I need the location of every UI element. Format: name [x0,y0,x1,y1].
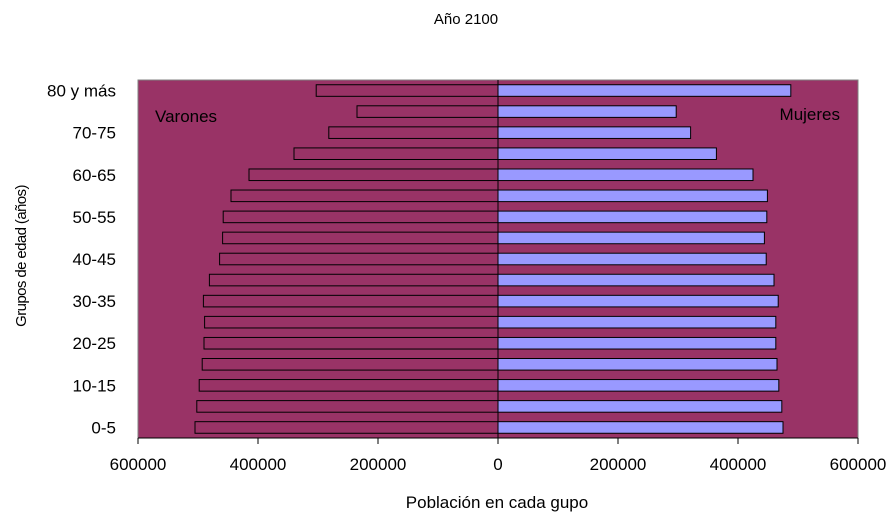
x-tick-label: 0 [493,455,502,474]
bar-varones-35-40 [208,273,499,287]
chart-title: Año 2100 [434,11,498,28]
x-axis-ticks: 600000 400000 200000 0 200000 400000 600000 [110,438,887,474]
legend-label-mujeres: Mujeres [780,105,840,124]
bar-mujeres-75-80 [497,105,677,118]
bar-mujeres-10-15 [497,379,780,392]
x-tick-label: 400000 [710,455,767,474]
bar-varones-25-30 [204,315,499,329]
bar-mujeres-30-35 [497,294,779,308]
bar-varones-40-45 [219,252,499,266]
y-category-label: 20-25 [73,334,116,353]
bar-mujeres-60-65 [497,168,754,182]
bar-varones-45-50 [222,231,499,245]
bars-group [194,84,792,434]
bar-mujeres-55-60 [497,189,768,203]
x-tick-label: 400000 [230,455,287,474]
y-category-label: 10-15 [73,376,116,395]
bar-mujeres-80-y-más [497,84,792,97]
x-axis-label: Población en cada gupo [406,493,588,512]
bar-mujeres-45-50 [497,231,765,245]
y-axis-label: Grupos de edad (años) [13,185,30,327]
bar-mujeres-50-55 [497,210,768,224]
bar-varones-5-10 [196,400,499,413]
bar-mujeres-5-10 [497,400,783,413]
bar-mujeres-35-40 [497,273,775,287]
y-category-label: 40-45 [73,250,116,269]
bar-varones-65-70 [293,147,499,160]
bar-mujeres-25-30 [497,315,777,329]
bar-varones-55-60 [230,189,499,203]
bar-varones-15-20 [201,358,499,371]
x-tick-label: 600000 [110,455,167,474]
y-category-label: 30-35 [73,292,116,311]
x-tick-label: 200000 [590,455,647,474]
bar-varones-75-80 [356,105,499,118]
y-category-label: 60-65 [73,166,116,185]
bar-varones-80-y-más [315,84,499,97]
bar-varones-50-55 [222,210,499,224]
y-category-label: 0-5 [91,418,116,437]
bar-mujeres-0-5 [497,421,784,434]
bar-varones-60-65 [248,168,499,182]
legend-label-varones: Varones [155,107,217,126]
bar-mujeres-65-70 [497,147,717,160]
bar-varones-10-15 [198,379,499,392]
bar-varones-0-5 [194,421,499,434]
bar-mujeres-15-20 [497,358,778,371]
bar-varones-30-35 [202,294,499,308]
x-tick-label: 600000 [830,455,887,474]
bar-mujeres-20-25 [497,336,777,350]
bar-varones-20-25 [203,336,499,350]
y-axis-category-labels: 0-5 10-15 20-25 30-35 40-45 50-55 60-65 70-75 80… [47,82,116,438]
y-category-label: 80 y más [47,82,116,101]
bar-varones-70-75 [328,126,499,139]
bar-mujeres-70-75 [497,126,692,139]
x-tick-label: 200000 [350,455,407,474]
bar-mujeres-40-45 [497,252,767,266]
y-category-label: 70-75 [73,124,116,143]
y-category-label: 50-55 [73,208,116,227]
